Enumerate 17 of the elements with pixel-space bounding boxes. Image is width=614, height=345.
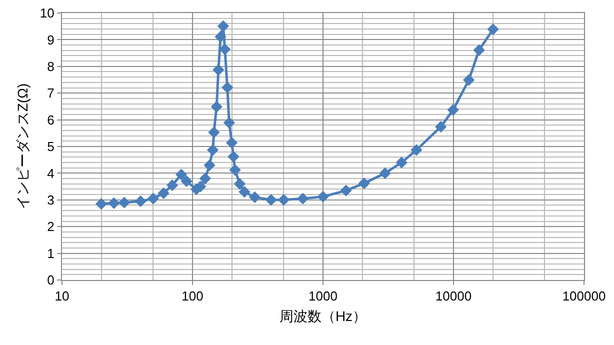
y-tick-label: 6 <box>47 112 54 128</box>
y-axis-title: インピーダンスZ(Ω) <box>14 83 31 210</box>
y-tick-label: 10 <box>40 6 54 21</box>
y-tick-label: 2 <box>47 219 54 234</box>
y-tick-label: 4 <box>47 166 54 181</box>
x-tick-label: 100000 <box>562 288 606 304</box>
y-tick-label: 3 <box>47 192 54 208</box>
y-tick-label: 7 <box>47 86 54 101</box>
y-tick-label: 5 <box>47 139 54 154</box>
y-tick-label: 0 <box>47 272 54 288</box>
x-axis-title: 周波数（Hz） <box>279 308 367 324</box>
x-tick-label: 1000 <box>308 288 338 304</box>
y-tick-label: 8 <box>47 58 54 74</box>
x-tick-label: 10000 <box>435 288 472 304</box>
y-tick-label: 1 <box>47 246 54 261</box>
x-tick-label: 100 <box>182 288 204 304</box>
y-tick-label: 9 <box>47 32 54 48</box>
